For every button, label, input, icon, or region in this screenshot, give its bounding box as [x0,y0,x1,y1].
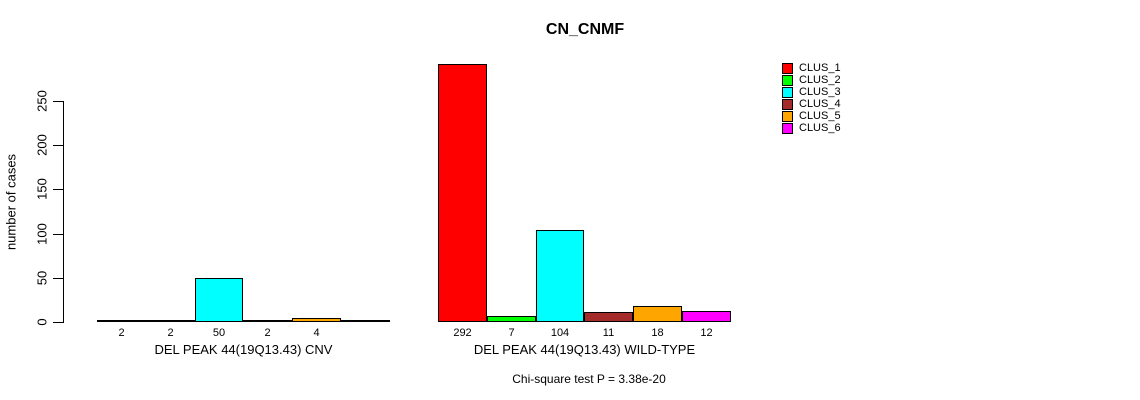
legend-label: CLUS_6 [799,122,841,134]
legend-swatch-icon [782,110,793,122]
legend-item: CLUS_1 [782,62,841,74]
bar-value-label: 2 [118,327,125,339]
bar-value-label: 104 [550,327,570,339]
bar-value-label: 50 [212,327,226,339]
chi-square-note: Chi-square test P = 3.38e-20 [512,372,666,386]
bar [633,306,682,322]
y-tick-label: 250 [34,90,50,112]
y-tick [53,145,63,147]
bar-value-label: 11 [602,327,615,339]
y-tick [53,101,63,102]
bar [438,64,487,322]
bar [195,278,243,322]
legend-label: CLUS_1 [799,62,841,74]
y-tick-label: 150 [34,178,50,201]
group-label: DEL PEAK 44(19Q13.43) CNV [154,342,333,357]
bar-value-label: 18 [651,327,664,339]
bar [584,312,633,322]
legend-item: CLUS_4 [782,98,841,110]
bar [97,320,146,322]
legend-swatch-icon [782,122,793,134]
y-tick [53,233,63,235]
bar-value-label: 2 [167,327,174,339]
legend-swatch-icon [782,74,793,86]
legend-label: CLUS_3 [799,86,841,98]
legend-label: CLUS_4 [799,98,841,110]
legend-label: CLUS_2 [799,74,841,86]
y-tick-label: 0 [34,318,50,326]
chart-title: CN_CNMF [545,21,625,38]
y-tick-label: 200 [34,134,50,157]
bar-value-label: 2 [264,327,271,339]
bar-value-label: 7 [508,327,515,339]
y-axis-line [63,101,64,323]
bar [146,320,195,322]
bar-value-label: 292 [453,327,472,339]
legend-item: CLUS_2 [782,74,841,86]
y-tick-label: 50 [34,270,50,286]
bar [487,316,536,322]
legend-item: CLUS_6 [782,122,841,134]
y-tick-label: 100 [34,222,50,245]
bar [536,230,584,322]
legend: CLUS_1 CLUS_2 CLUS_3 CLUS_4 CLUS_5 CLUS_6 [782,62,841,134]
y-tick [53,322,63,323]
legend-swatch-icon [782,86,793,98]
bar-value-label: 12 [700,327,713,339]
y-tick [53,189,63,191]
legend-swatch-icon [782,62,793,74]
bar-value-label: 4 [313,327,320,339]
bar [292,318,341,322]
bar [243,320,292,322]
group-label: DEL PEAK 44(19Q13.43) WILD-TYPE [473,342,696,357]
legend-item: CLUS_5 [782,110,841,122]
bar [341,320,390,322]
bar [682,311,731,322]
legend-swatch-icon [782,98,793,110]
y-axis-label: number of cases [3,153,19,251]
y-tick [53,277,63,279]
legend-label: CLUS_5 [799,110,841,122]
legend-item: CLUS_3 [782,86,841,98]
